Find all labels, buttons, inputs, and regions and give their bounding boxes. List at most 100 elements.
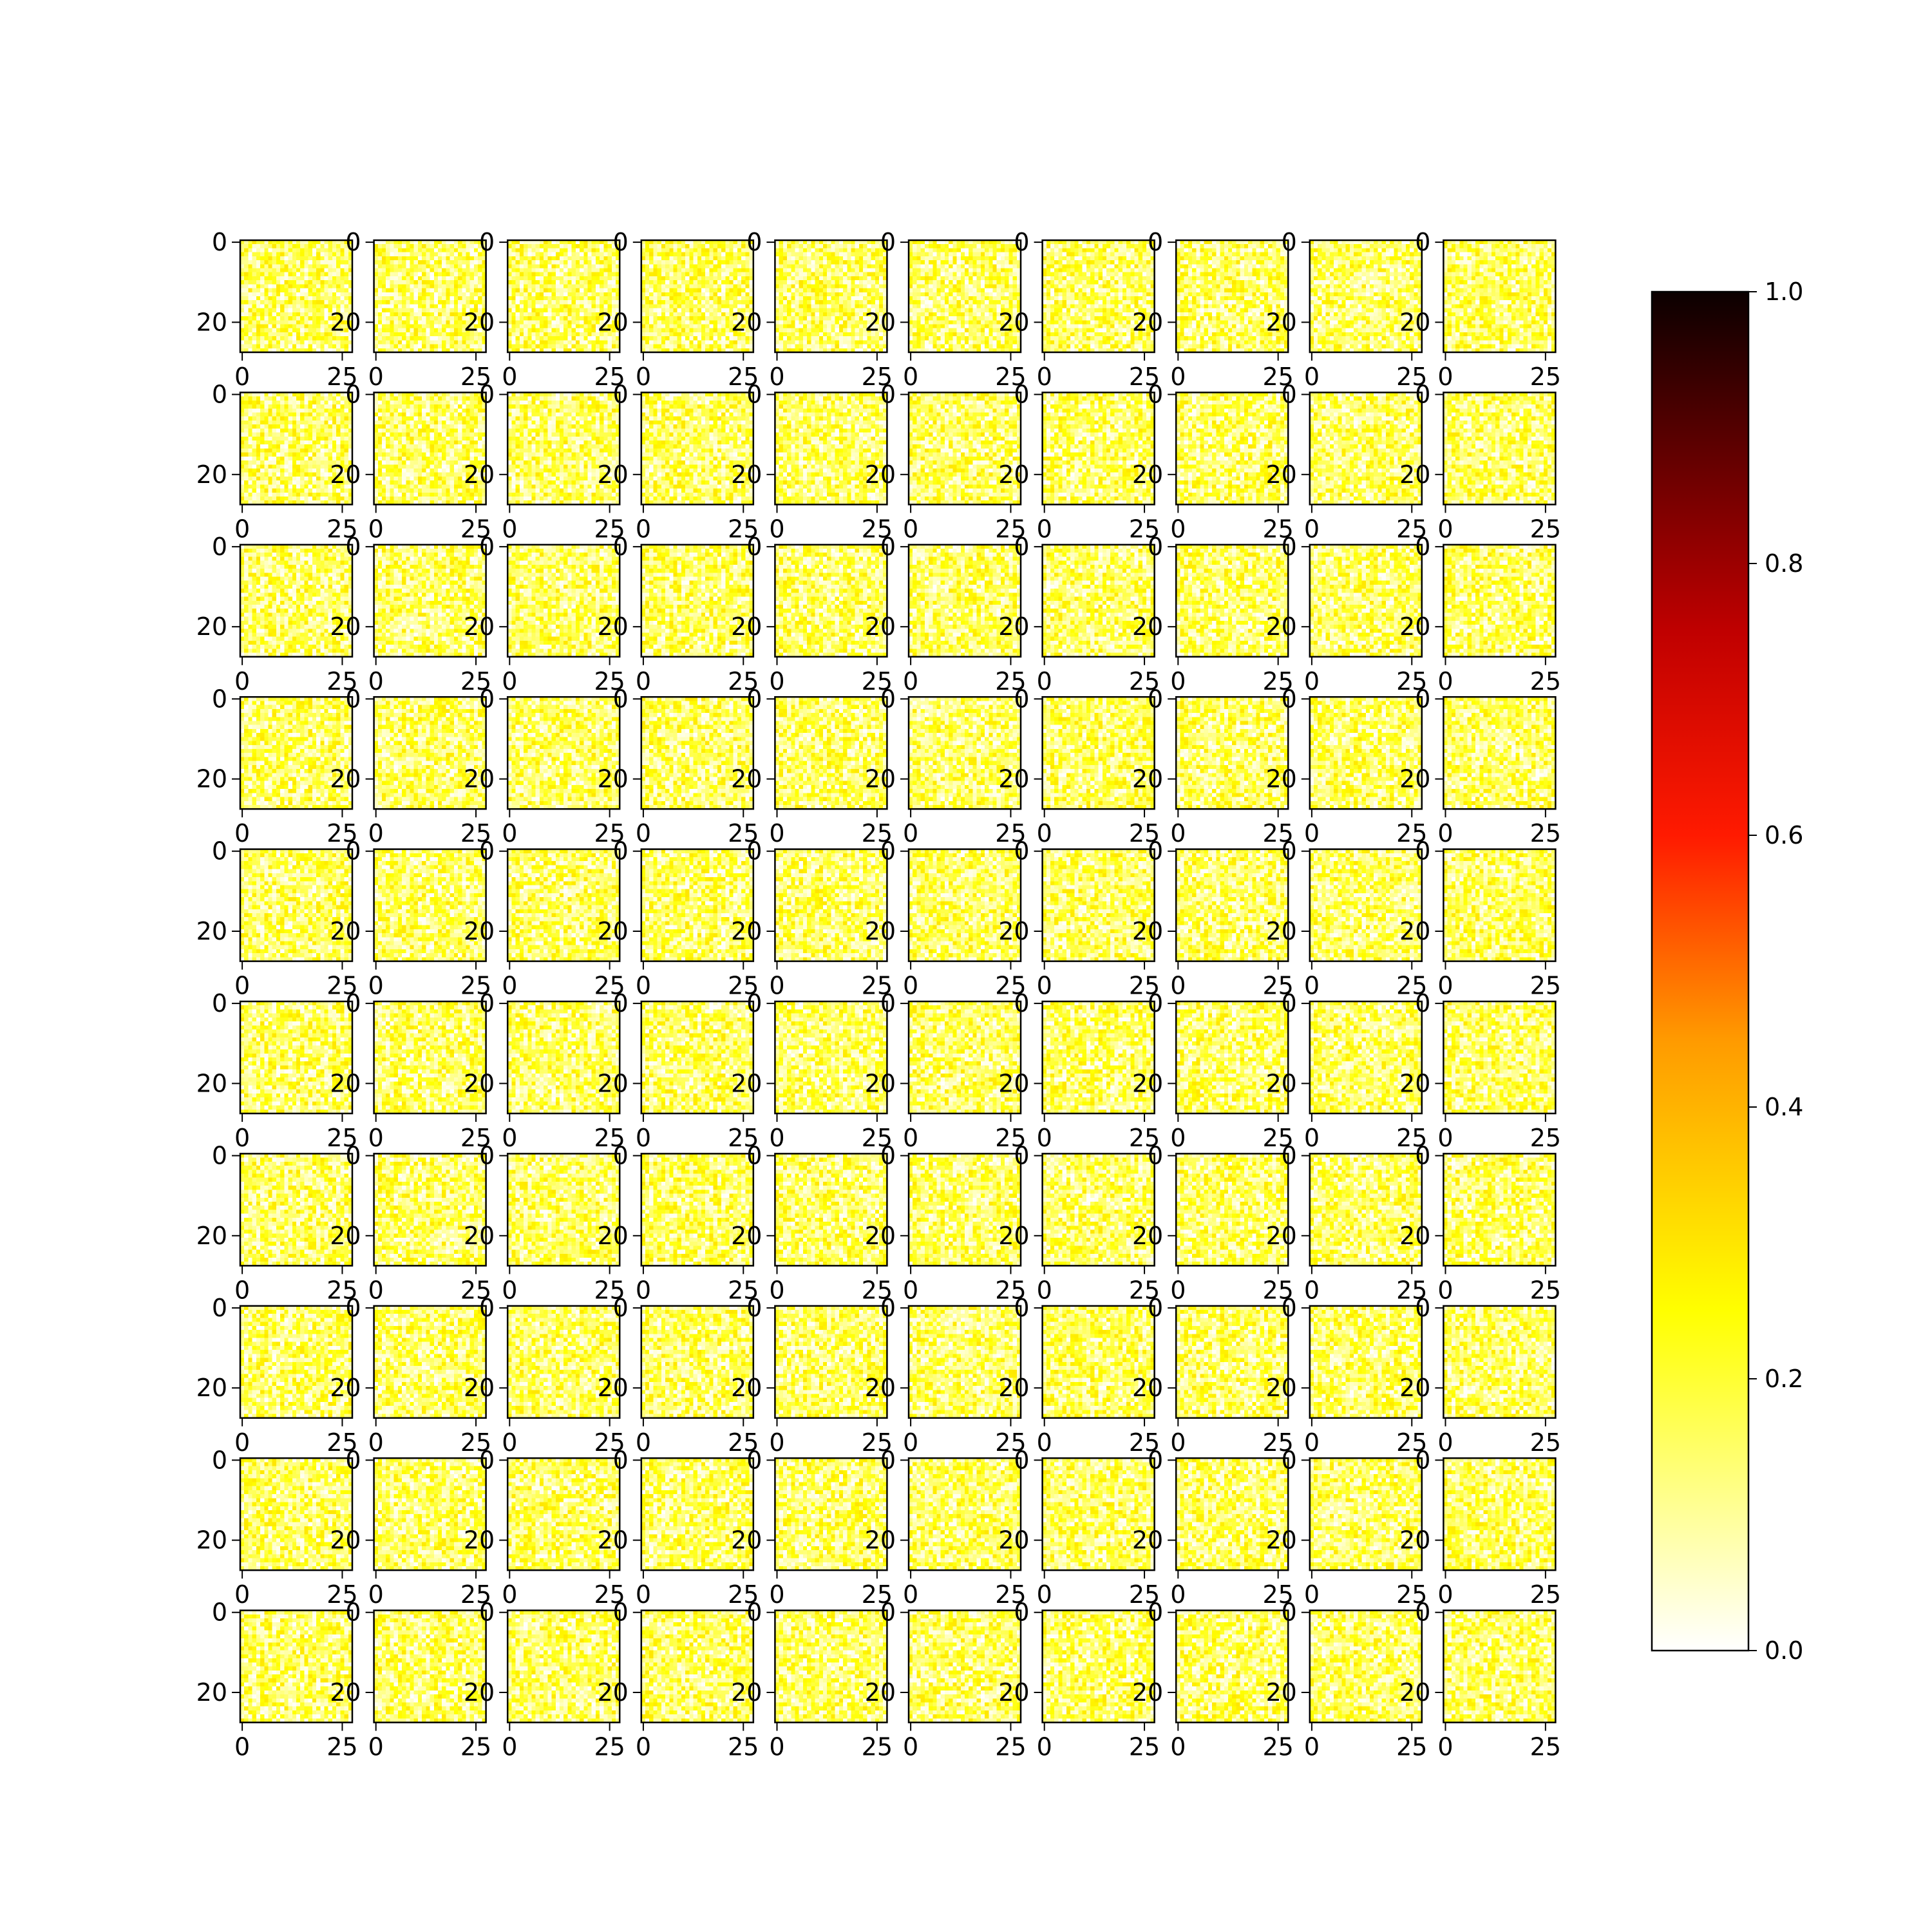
y-tick-label: 20	[1132, 1069, 1163, 1097]
y-tick-label: 20	[731, 1526, 762, 1555]
y-tick-label: 0	[1415, 381, 1430, 409]
y-tick-label: 20	[464, 1222, 495, 1250]
y-tick-label: 20	[1132, 460, 1163, 489]
y-tick-label: 0	[1282, 381, 1297, 409]
y-tick-label: 20	[731, 917, 762, 945]
y-tick-label: 0	[479, 1598, 495, 1627]
y-tick-label: 20	[330, 765, 361, 793]
y-tick-label: 0	[746, 1142, 762, 1170]
y-tick-label: 0	[1415, 228, 1430, 256]
y-tick-label: 0	[1148, 228, 1163, 256]
x-tick-label: 0	[903, 363, 918, 391]
y-tick-label: 20	[1265, 1069, 1296, 1097]
y-tick-label: 0	[880, 837, 896, 866]
panel-image	[1443, 1306, 1556, 1419]
x-tick-label: 0	[1437, 515, 1453, 543]
y-tick-label: 20	[865, 917, 896, 945]
y-tick-label: 20	[1132, 765, 1163, 793]
y-tick-label: 20	[330, 1222, 361, 1250]
y-tick-label: 20	[597, 917, 628, 945]
x-tick-label: 0	[1437, 819, 1453, 848]
x-tick-label: 0	[1437, 363, 1453, 391]
x-tick-label: 0	[1037, 515, 1052, 543]
y-tick-label: 20	[464, 1526, 495, 1555]
y-tick-label: 20	[1399, 1678, 1430, 1707]
x-tick-label: 25	[1530, 972, 1561, 1000]
x-tick-label: 0	[234, 972, 250, 1000]
y-tick-label: 0	[1014, 1446, 1029, 1474]
x-tick-label: 0	[502, 515, 517, 543]
x-tick-label: 25	[1530, 667, 1561, 696]
y-tick-label: 0	[880, 1142, 896, 1170]
x-tick-label: 0	[1304, 1733, 1320, 1761]
x-tick-label: 0	[1304, 667, 1320, 696]
x-tick-label: 0	[903, 1276, 918, 1304]
panel-image	[1443, 392, 1556, 505]
y-tick-label: 0	[345, 837, 361, 866]
y-tick-label: 0	[746, 1598, 762, 1627]
y-tick-label: 0	[613, 837, 629, 866]
x-tick-label: 25	[327, 1733, 357, 1761]
x-tick-label: 0	[1170, 1276, 1186, 1304]
y-tick-label: 20	[1399, 460, 1430, 489]
x-tick-label: 0	[1170, 515, 1186, 543]
x-tick-label: 0	[769, 819, 784, 848]
y-tick-label: 0	[1282, 1142, 1297, 1170]
y-tick-label: 0	[880, 989, 896, 1018]
y-tick-label: 20	[865, 1374, 896, 1402]
y-tick-label: 0	[613, 1446, 629, 1474]
x-tick-label: 0	[502, 1733, 517, 1761]
panel-image	[1443, 1458, 1556, 1571]
y-tick-label: 20	[1132, 917, 1163, 945]
y-tick-label: 20	[998, 917, 1029, 945]
x-tick-label: 0	[636, 363, 651, 391]
x-tick-label: 0	[234, 1124, 250, 1152]
y-tick-label: 20	[731, 1069, 762, 1097]
x-tick-label: 0	[502, 1428, 517, 1457]
y-tick-label: 0	[1148, 1446, 1163, 1474]
y-tick-label: 0	[880, 685, 896, 713]
x-tick-label: 0	[636, 515, 651, 543]
y-tick-label: 20	[731, 612, 762, 641]
panel-image	[1443, 1153, 1556, 1266]
y-tick-label: 20	[1132, 1374, 1163, 1402]
y-tick-label: 20	[330, 1678, 361, 1707]
y-tick-label: 20	[196, 917, 227, 945]
x-tick-label: 0	[502, 667, 517, 696]
y-tick-label: 20	[731, 460, 762, 489]
x-tick-label: 0	[1170, 363, 1186, 391]
y-tick-label: 0	[1415, 837, 1430, 866]
y-tick-label: 0	[1148, 837, 1163, 866]
y-tick-label: 20	[464, 765, 495, 793]
x-tick-label: 0	[368, 1428, 384, 1457]
y-tick-label: 20	[597, 1069, 628, 1097]
x-tick-label: 0	[234, 667, 250, 696]
x-tick-label: 0	[1437, 1733, 1453, 1761]
x-tick-label: 0	[769, 1580, 784, 1609]
y-tick-label: 20	[865, 1526, 896, 1555]
y-tick-label: 0	[345, 1598, 361, 1627]
panel-image	[1443, 545, 1556, 658]
x-tick-label: 0	[368, 1733, 384, 1761]
x-tick-label: 0	[636, 1428, 651, 1457]
y-tick-label: 20	[196, 1678, 227, 1707]
y-tick-label: 0	[1014, 228, 1029, 256]
panel-image	[1443, 849, 1556, 962]
y-tick-label: 0	[212, 989, 227, 1018]
x-tick-label: 0	[1037, 1580, 1052, 1609]
y-tick-label: 0	[479, 381, 495, 409]
y-tick-label: 0	[1014, 381, 1029, 409]
x-tick-label: 0	[1304, 515, 1320, 543]
y-tick-label: 0	[212, 1294, 227, 1322]
y-tick-label: 20	[1265, 1526, 1296, 1555]
y-tick-label: 0	[1014, 1598, 1029, 1627]
y-tick-label: 20	[865, 460, 896, 489]
y-tick-label: 0	[1415, 1294, 1430, 1322]
y-tick-label: 20	[196, 308, 227, 336]
colorbar-tick-label: 0.2	[1765, 1365, 1803, 1393]
x-tick-label: 0	[636, 667, 651, 696]
y-tick-label: 0	[345, 228, 361, 256]
x-tick-label: 0	[234, 1428, 250, 1457]
y-tick-label: 0	[746, 381, 762, 409]
y-tick-label: 20	[865, 1678, 896, 1707]
